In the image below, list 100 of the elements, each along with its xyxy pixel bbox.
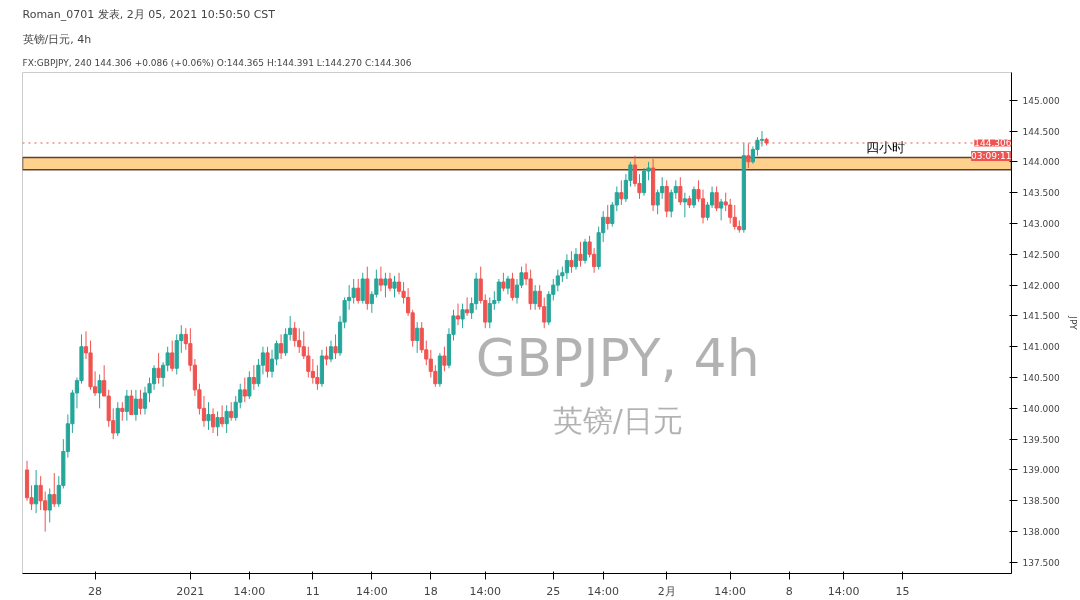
candlestick (383, 272, 388, 298)
y-tick-label: 144.000 (1022, 157, 1060, 168)
x-tick-label: 14:00 (714, 584, 747, 598)
x-tick-label: 25 (546, 584, 561, 598)
y-tick-label: 138.000 (1022, 527, 1060, 538)
candlestick (569, 250, 574, 274)
candlestick (655, 189, 660, 215)
candlestick (279, 333, 284, 360)
candlestick (292, 321, 297, 348)
candlestick (360, 272, 365, 305)
candlestick (619, 179, 624, 206)
x-tick-label: 28 (88, 584, 103, 598)
x-tick-label: 14:00 (827, 584, 860, 598)
candlestick (283, 327, 288, 357)
candlestick (460, 303, 465, 329)
candlestick (224, 404, 229, 434)
y-axis-title: JPY (1067, 315, 1078, 331)
candlestick (206, 401, 211, 431)
candlestick (501, 272, 506, 292)
candlestick (34, 469, 39, 514)
candlestick (156, 352, 161, 385)
x-tick-label: 14:00 (233, 584, 266, 598)
candlestick (215, 410, 220, 437)
candlestick (669, 189, 674, 218)
candlestick (324, 346, 329, 366)
y-tick-label: 141.000 (1022, 342, 1060, 353)
y-tick-label: 143.000 (1022, 218, 1060, 229)
candlestick (700, 189, 706, 224)
candlestick (97, 373, 102, 409)
text: 英镑/日元, 4h (22, 32, 92, 46)
candlestick (328, 340, 334, 363)
candlestick (691, 186, 697, 209)
candlestick (378, 266, 383, 292)
candlestick (573, 247, 579, 271)
candlestick (641, 167, 647, 197)
candlestick (38, 475, 43, 511)
chart-subtitle: FX:GBPJPY, 240 144.306 +0.086 (+0.06%) O:144.365 H:144.391 L:144.270 C:144.306 (22, 57, 412, 68)
candlestick (210, 407, 216, 434)
candlestick (52, 472, 57, 508)
candlestick (465, 296, 470, 317)
candlestick (387, 272, 393, 292)
candlestick (496, 278, 501, 305)
x-tick-label: 14:00 (469, 584, 502, 598)
candlestick (392, 275, 397, 298)
candlestick (142, 386, 148, 416)
band-label: 四小时 (866, 139, 906, 155)
candlestick (170, 340, 175, 372)
x-tick-label: 14:00 (355, 584, 388, 598)
x-tick-label: 11 (305, 584, 320, 598)
x-tick-label: 2021 (176, 584, 205, 598)
candlestick (533, 284, 538, 311)
candlestick (396, 272, 402, 295)
y-tick-label: 143.500 (1022, 188, 1060, 199)
x-tick-label: 15 (895, 584, 910, 598)
candlestick (564, 253, 569, 280)
candlestick (605, 204, 610, 231)
annotation: GBPJPY, 4h (475, 328, 760, 389)
candlestick (578, 241, 583, 268)
x-tick-label: 2月 (657, 584, 676, 598)
candlestick (510, 272, 515, 302)
candlestick (442, 346, 447, 372)
y-tick-label: 142.500 (1022, 249, 1060, 260)
candlestick (138, 389, 143, 416)
candlestick (356, 278, 361, 305)
annotation: 03:09:11 (971, 151, 1012, 161)
y-tick-label: 139.000 (1022, 465, 1060, 476)
x-tick-label: 18 (423, 584, 438, 598)
candlestick (247, 370, 252, 400)
candlestick (682, 192, 687, 218)
annotation: 英镑/日元 (552, 403, 683, 439)
candlestick (719, 198, 724, 221)
candlestick (220, 404, 225, 428)
candlestick (714, 186, 719, 212)
candlestick (415, 321, 420, 354)
candlestick (47, 487, 52, 523)
y-tick-label: 139.500 (1022, 434, 1060, 445)
candlestick (133, 389, 139, 422)
y-tick-label: 145.000 (1022, 95, 1060, 106)
candlestick (315, 364, 320, 391)
y-tick-label: 142.000 (1022, 280, 1060, 291)
ref-line-label: 144.306 (974, 138, 1012, 149)
candlestick (124, 389, 129, 422)
candlestick (242, 377, 247, 403)
y-tick-label: 141.500 (1022, 311, 1060, 322)
candlestick (265, 346, 270, 379)
y-tick-label: 144.500 (1022, 126, 1060, 137)
candlestick (120, 401, 125, 422)
y-tick-label: 137.500 (1022, 557, 1060, 568)
candlestick (333, 333, 338, 360)
candlestick (505, 275, 511, 295)
y-tick-label: 140.000 (1022, 403, 1060, 414)
chart-title: Roman_0701 发表, 2月 05, 2021 10:50:50 CST (22, 7, 276, 21)
candlestick (251, 364, 256, 391)
candlestick (151, 364, 157, 391)
candlestick (129, 389, 134, 416)
candlestick (582, 238, 588, 265)
candlestick (455, 303, 461, 326)
candlestick (678, 176, 683, 206)
x-tick-label: 14:00 (587, 584, 620, 598)
y-tick-label: 138.500 (1022, 496, 1060, 507)
